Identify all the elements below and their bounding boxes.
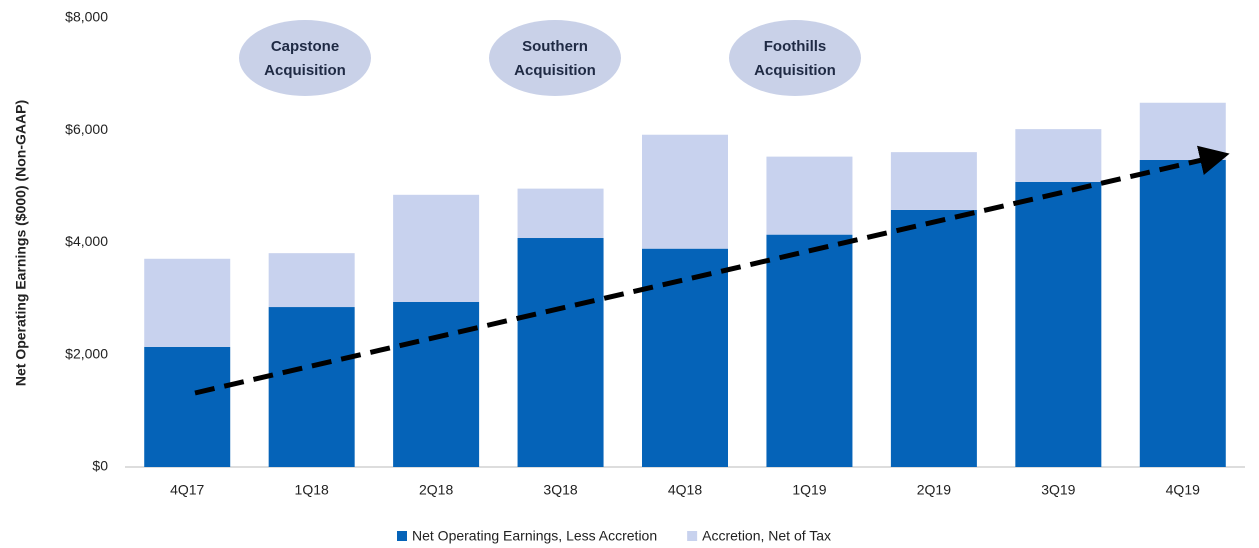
bar-segment bbox=[268, 307, 355, 467]
x-tick-label: 1Q18 bbox=[295, 482, 329, 498]
annotation-text: Capstone bbox=[271, 38, 339, 55]
y-tick-label: $6,000 bbox=[65, 121, 108, 137]
annotation-text: Acquisition bbox=[264, 62, 346, 79]
bar-segment bbox=[144, 346, 231, 467]
bar-segment bbox=[393, 194, 480, 302]
bar-segment bbox=[766, 156, 853, 235]
x-tick-label: 3Q19 bbox=[1041, 482, 1075, 498]
legend-swatch bbox=[397, 531, 407, 541]
x-tick-label: 2Q19 bbox=[917, 482, 951, 498]
annotation-text: Southern bbox=[522, 38, 588, 55]
bar-segment bbox=[766, 234, 853, 467]
annotation-bubble bbox=[239, 20, 371, 96]
y-tick-label: $8,000 bbox=[65, 9, 108, 25]
y-tick-label: $4,000 bbox=[65, 233, 108, 249]
bar-segment bbox=[517, 188, 604, 239]
bar-segment bbox=[890, 209, 977, 467]
x-tick-label: 1Q19 bbox=[792, 482, 826, 498]
bar-segment bbox=[1015, 129, 1102, 182]
x-tick-label: 2Q18 bbox=[419, 482, 453, 498]
annotation-text: Foothills bbox=[764, 38, 827, 55]
annotation-bubble bbox=[489, 20, 621, 96]
bar-segment bbox=[642, 134, 728, 249]
y-tick-label: $2,000 bbox=[65, 345, 108, 361]
bar-segment bbox=[1015, 181, 1102, 467]
x-tick-label: 3Q18 bbox=[543, 482, 577, 498]
bar-segment bbox=[144, 258, 231, 347]
annotation-text: Acquisition bbox=[754, 62, 836, 79]
trend-arrow bbox=[194, 145, 1230, 396]
annotation-text: Acquisition bbox=[514, 62, 596, 79]
bar-segment bbox=[517, 238, 604, 467]
bars bbox=[144, 102, 1226, 467]
legend-swatch bbox=[687, 531, 698, 541]
legend-label: Net Operating Earnings, Less Accretion bbox=[412, 528, 657, 544]
bar-segment bbox=[268, 253, 355, 308]
y-axis-label: Net Operating Earnings ($000) (Non-GAAP) bbox=[13, 100, 29, 386]
bar-segment bbox=[642, 248, 728, 467]
y-tick-label: $0 bbox=[92, 458, 108, 474]
bar-segment bbox=[1139, 102, 1226, 160]
annotation-bubble bbox=[729, 20, 861, 96]
legend-label: Accretion, Net of Tax bbox=[702, 528, 831, 544]
bar-segment bbox=[1139, 159, 1226, 467]
x-tick-label: 4Q17 bbox=[170, 482, 204, 498]
bar-segment bbox=[393, 301, 480, 467]
x-tick-label: 4Q19 bbox=[1166, 482, 1200, 498]
x-tick-label: 4Q18 bbox=[668, 482, 702, 498]
bar-segment bbox=[890, 152, 977, 210]
